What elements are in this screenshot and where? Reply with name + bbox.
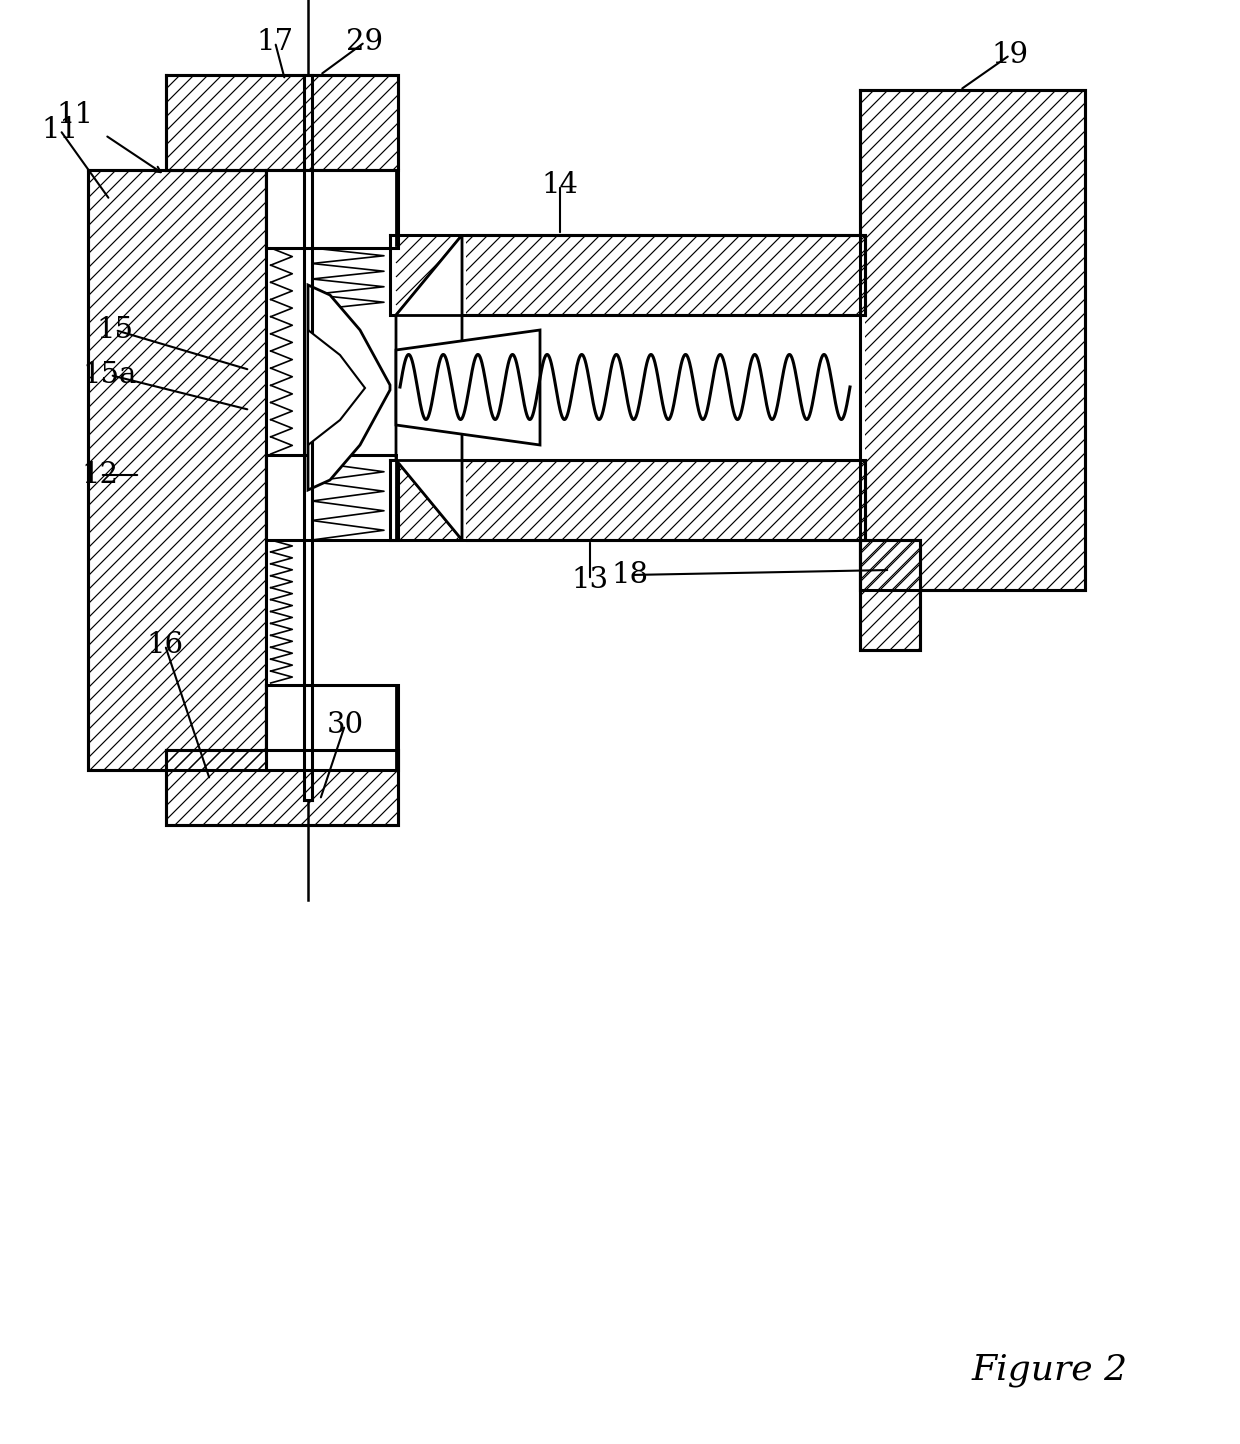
Bar xyxy=(391,235,866,315)
Text: 11: 11 xyxy=(41,116,78,144)
Polygon shape xyxy=(396,235,463,540)
Polygon shape xyxy=(396,331,539,445)
Text: 11: 11 xyxy=(57,101,93,129)
Text: 17: 17 xyxy=(257,27,294,56)
Bar xyxy=(861,90,1085,591)
Bar xyxy=(267,684,396,770)
Bar xyxy=(861,540,920,650)
Text: 30: 30 xyxy=(326,710,363,739)
Text: 29: 29 xyxy=(346,27,383,56)
Text: 16: 16 xyxy=(146,631,184,658)
Text: 12: 12 xyxy=(82,461,119,490)
Text: 18: 18 xyxy=(611,562,649,589)
Bar xyxy=(267,170,396,770)
Text: 14: 14 xyxy=(542,170,579,199)
Text: 19: 19 xyxy=(992,40,1028,69)
Polygon shape xyxy=(396,235,463,315)
Bar xyxy=(88,170,267,770)
Text: Figure 2: Figure 2 xyxy=(972,1353,1128,1388)
Bar xyxy=(166,749,398,825)
Bar xyxy=(267,455,396,534)
Bar xyxy=(391,315,866,461)
Polygon shape xyxy=(396,461,463,540)
Polygon shape xyxy=(308,284,391,490)
Polygon shape xyxy=(308,331,365,445)
Bar xyxy=(391,461,866,540)
Bar xyxy=(166,75,398,170)
Text: 15: 15 xyxy=(97,316,134,344)
Text: 13: 13 xyxy=(572,566,609,593)
Bar xyxy=(267,170,396,248)
Text: 15a: 15a xyxy=(83,361,138,388)
Bar xyxy=(267,170,466,684)
